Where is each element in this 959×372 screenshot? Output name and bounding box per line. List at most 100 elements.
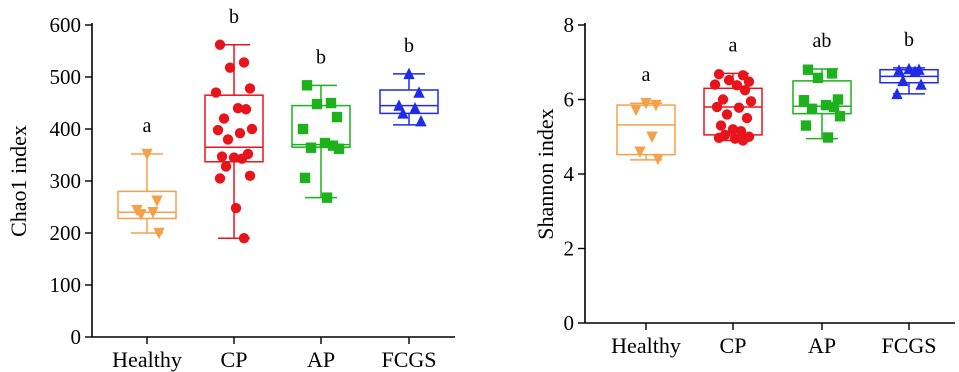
y-tick-label: 6: [564, 88, 575, 112]
significance-letter: ab: [813, 30, 832, 52]
significance-letter: a: [729, 34, 738, 56]
data-point: [331, 111, 343, 123]
data-point: [739, 84, 751, 96]
data-point: [721, 109, 733, 120]
data-point: [232, 103, 244, 114]
data-point: [729, 133, 741, 144]
box-ap: [291, 80, 351, 203]
box-healthy: [616, 98, 676, 166]
data-point: [319, 137, 331, 149]
data-point: [212, 124, 224, 136]
data-point: [236, 153, 248, 164]
significance-letter: a: [143, 115, 152, 137]
x-tick-label: CP: [720, 333, 747, 358]
data-point: [409, 102, 421, 114]
box-iqr: [117, 190, 177, 220]
data-point: [151, 195, 163, 207]
data-point: [733, 102, 745, 113]
shannon-panel: 0 2 4 6 8 Shannon index Healthy CP AP FCGS a a ab b: [533, 13, 955, 358]
y-tick-label: 0: [564, 311, 575, 335]
data-point: [822, 132, 834, 143]
data-point: [798, 95, 810, 106]
y-tick-label: 500: [50, 65, 82, 89]
data-point: [893, 64, 905, 76]
data-point: [634, 146, 646, 158]
data-point: [141, 148, 153, 161]
data-point: [147, 207, 159, 219]
x-tick-label: FCGS: [881, 333, 936, 358]
data-point: [397, 107, 409, 119]
data-point: [238, 233, 250, 244]
data-point: [806, 103, 818, 115]
data-point: [802, 64, 814, 75]
y-tick-label: 200: [50, 221, 82, 245]
data-point: [646, 131, 658, 143]
x-tick-label: AP: [307, 347, 335, 372]
data-point: [891, 87, 903, 100]
data-point: [723, 74, 735, 86]
data-point: [415, 115, 427, 127]
data-point: [745, 96, 757, 107]
data-point: [717, 94, 729, 105]
data-point: [741, 112, 753, 124]
y-tick-label: 0: [71, 325, 82, 349]
x-tick-label: FCGS: [381, 347, 436, 372]
data-point: [222, 134, 234, 145]
box-cp: [204, 39, 264, 244]
data-point: [403, 67, 415, 80]
significance-letter: b: [404, 35, 414, 57]
data-point: [826, 68, 838, 79]
data-point: [713, 132, 725, 144]
data-point: [709, 79, 721, 90]
data-point: [731, 80, 743, 91]
data-point: [828, 101, 840, 113]
data-point: [715, 120, 727, 131]
data-point: [305, 142, 317, 153]
box-ap: [792, 64, 852, 143]
y-tick-label: 400: [50, 117, 82, 141]
data-point: [650, 99, 662, 112]
data-point: [640, 98, 652, 110]
data-point: [218, 113, 230, 124]
data-point: [909, 65, 921, 77]
data-point: [393, 99, 405, 111]
y-tick-label: 4: [564, 162, 575, 186]
y-tick-label: 300: [50, 169, 82, 193]
data-point: [214, 173, 226, 184]
x-tick-label: AP: [808, 333, 836, 358]
box-healthy: [117, 148, 177, 240]
data-point: [153, 227, 165, 240]
x-tick-label: Healthy: [611, 333, 681, 358]
data-point: [321, 192, 333, 203]
data-point: [800, 120, 812, 131]
data-point: [743, 76, 755, 87]
data-point: [230, 202, 242, 214]
data-point: [244, 170, 256, 181]
data-point: [238, 57, 250, 68]
data-point: [652, 153, 664, 166]
data-point: [327, 140, 339, 151]
data-point: [727, 124, 739, 135]
data-point: [711, 101, 723, 113]
data-point: [240, 104, 252, 115]
y-tick-label: 600: [50, 13, 82, 37]
x-tick-label: Healthy: [112, 347, 182, 372]
data-point: [737, 135, 749, 146]
data-point: [210, 87, 222, 98]
box-fcgs: [879, 62, 939, 100]
significance-letter: b: [316, 46, 326, 68]
y-axis-label: Chao1 index: [6, 125, 31, 237]
box-cp: [703, 68, 763, 146]
y-tick-label: 2: [564, 237, 575, 261]
x-tick-label: CP: [221, 347, 248, 372]
data-point: [220, 161, 232, 172]
y-tick-label: 100: [50, 273, 82, 297]
data-point: [297, 123, 309, 135]
data-point: [333, 143, 345, 154]
y-tick-label: 8: [564, 13, 575, 37]
data-point: [311, 98, 323, 110]
data-point: [413, 86, 425, 98]
significance-letter: a: [642, 64, 651, 86]
box-fcgs: [379, 67, 439, 127]
